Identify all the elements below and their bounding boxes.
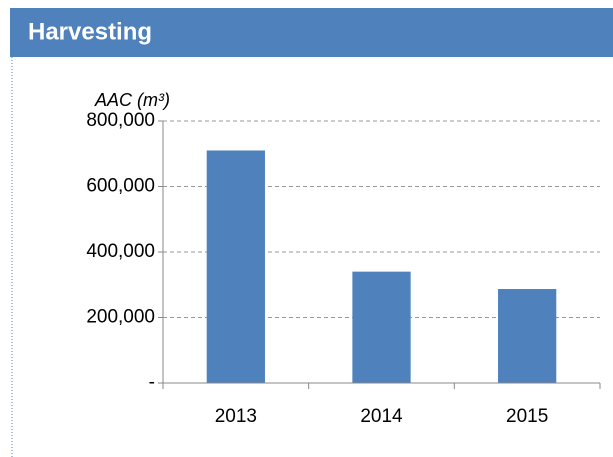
header-bar <box>10 8 613 57</box>
bar <box>206 150 265 383</box>
y-tick-label: 400,000 <box>86 241 155 262</box>
x-tick-label: 2013 <box>215 406 257 427</box>
y-tick-label: 600,000 <box>86 176 155 197</box>
header-title: Harvesting <box>28 18 152 45</box>
bar <box>352 271 411 383</box>
y-axis-label: AAC (m³) <box>94 90 170 110</box>
x-tick-label: 2014 <box>360 406 403 427</box>
bar <box>498 289 557 383</box>
y-tick-label: 200,000 <box>86 307 155 328</box>
y-tick-label: - <box>149 372 155 393</box>
x-tick-label: 2015 <box>506 406 548 427</box>
y-tick-label: 800,000 <box>86 110 155 131</box>
